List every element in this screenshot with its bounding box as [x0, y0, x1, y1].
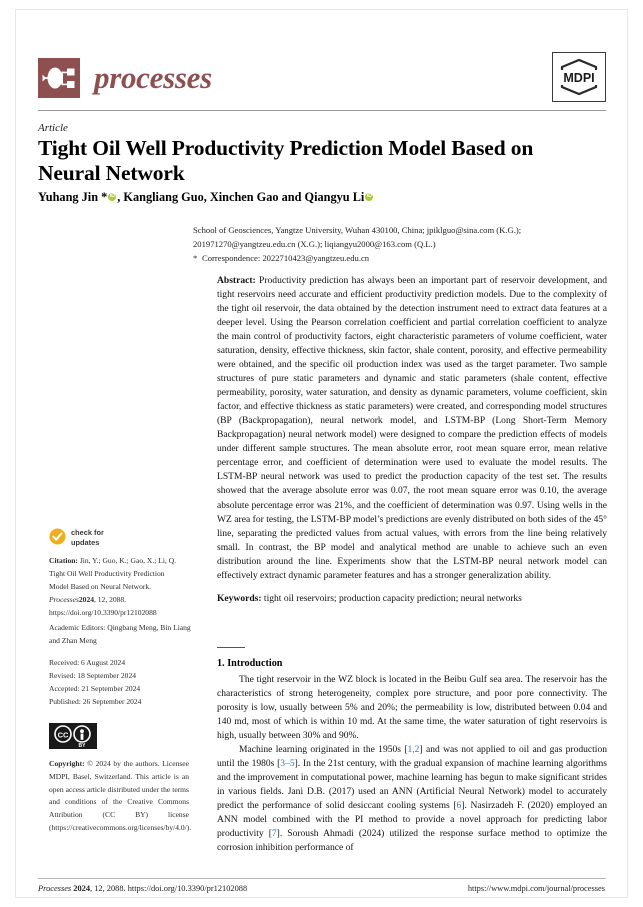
- section-divider: [217, 647, 245, 648]
- citation-link-4[interactable]: 7: [271, 827, 277, 839]
- check-for-updates-label: check for updates: [71, 528, 104, 548]
- footer-year: 2024: [73, 884, 91, 893]
- intro-p2-part-b: ] and was not applied to oil and gas pro…: [217, 743, 607, 769]
- publication-dates: Received: 6 August 2024 Revised: 18 Sept…: [49, 657, 192, 709]
- citation-text-b: , 12, 2088. https://doi.org/10.3390/pr12…: [49, 594, 157, 617]
- check-for-updates-badge[interactable]: check for updates: [49, 528, 199, 548]
- copyright-text: © 2024 by the authors. Licensee MDPI, Ba…: [49, 759, 192, 833]
- affiliation-line-1: School of Geosciences, Yangtze Universit…: [193, 225, 522, 235]
- article-type-label: Article: [38, 122, 68, 134]
- introduction-body: The tight reservoir in the WZ block is l…: [217, 673, 607, 855]
- abstract-section: Abstract: Productivity prediction has al…: [217, 274, 607, 615]
- introduction-paragraph-1: The tight reservoir in the WZ block is l…: [217, 674, 607, 741]
- footer-journal-url[interactable]: https://www.mdpi.com/journal/processes: [467, 884, 605, 893]
- orcid-icon[interactable]: [365, 192, 374, 201]
- affiliation-block: School of Geosciences, Yangtze Universit…: [193, 224, 608, 266]
- svg-text:BY: BY: [79, 743, 87, 749]
- header-divider: [38, 110, 606, 111]
- check-circle-icon: [49, 528, 66, 545]
- orcid-icon[interactable]: [108, 192, 117, 201]
- citation-link-2[interactable]: 3–5: [280, 757, 295, 769]
- introduction-paragraph-2: Machine learning originated in the 1950s…: [217, 743, 607, 855]
- academic-editors: Academic Editors: Qingbang Meng, Bin Lia…: [49, 623, 191, 645]
- citation-block: Citation: Jin, Y.; Guo, K.; Gao, X.; Li,…: [49, 555, 186, 620]
- mdpi-publisher-logo: MDPI: [552, 52, 606, 102]
- abstract-text: Productivity prediction has always been …: [217, 275, 607, 581]
- keywords-label: Keywords:: [217, 592, 262, 604]
- citation-year: 2024: [78, 594, 94, 604]
- section-heading-introduction: 1. Introduction: [217, 658, 283, 669]
- correspondence-text: Correspondence: 2022710423@yangtzeu.edu.…: [202, 252, 370, 263]
- journal-title: processes: [94, 60, 212, 95]
- author-list: Yuhang Jin * , Kangliang Guo, Xinchen Gao…: [38, 190, 598, 205]
- date-published: Published: 26 September 2024: [49, 696, 142, 706]
- intro-p2-part-d: ]. Nasirzadeh F. (2020) employed an ANN …: [217, 799, 607, 839]
- svg-text:MDPI: MDPI: [563, 71, 594, 85]
- intro-p2-part-c: ]. In the 21st century, with the gradual…: [217, 757, 607, 811]
- correspondence-marker: *: [193, 252, 198, 263]
- date-received: Received: 6 August 2024: [49, 658, 126, 667]
- correspondence-line: * Correspondence: 2022710423@yangtzeu.edu…: [193, 252, 608, 266]
- copyright-block: Copyright: © 2024 by the authors. Licens…: [49, 758, 192, 835]
- intro-p2-part-a: Machine learning originated in the 1950s…: [239, 743, 408, 755]
- abstract-paragraph: Abstract: Productivity prediction has al…: [217, 274, 607, 583]
- intro-p2-part-e: ]. Soroush Ahmadi (2024) utilized the re…: [217, 827, 607, 853]
- svg-text:CC: CC: [58, 731, 69, 740]
- citation-label: Citation:: [49, 556, 78, 565]
- journal-header: processes MDPI: [38, 48, 606, 106]
- keywords-text: tight oil reservoirs; production capacit…: [261, 592, 522, 604]
- keywords-paragraph: Keywords: tight oil reservoirs; producti…: [217, 592, 607, 606]
- paper-sheet: processes MDPI Article Tight Oil Well Pr…: [16, 10, 627, 897]
- author-rest: , Kangliang Guo, Xinchen Gao and Qiangyu…: [117, 190, 365, 204]
- page-title: Tight Oil Well Productivity Prediction M…: [38, 136, 534, 186]
- author-first: Yuhang Jin *: [38, 190, 108, 204]
- footer-volume-page: , 12, 2088. https://doi.org/10.3390/pr12…: [90, 884, 248, 893]
- affiliation-line-2: 201971270@yangtzeu.edu.cn (X.G.); liqian…: [193, 238, 436, 249]
- check-updates-line-2: updates: [71, 537, 100, 547]
- copyright-label: Copyright:: [49, 759, 85, 768]
- citation-link-1[interactable]: 1,2: [407, 743, 420, 755]
- check-updates-line-1: check for: [71, 528, 104, 537]
- footer-divider: [38, 878, 606, 879]
- creative-commons-icon[interactable]: CC BY: [49, 723, 97, 749]
- abstract-label: Abstract:: [217, 275, 256, 286]
- citation-link-3[interactable]: 6: [456, 799, 462, 811]
- footer-citation: Processes 2024, 12, 2088. https://doi.or…: [38, 884, 247, 893]
- date-accepted: Accepted: 21 September 2024: [49, 683, 141, 693]
- date-revised: Revised: 18 September 2024: [49, 670, 136, 680]
- citation-journal: Processes: [49, 594, 79, 604]
- footer-journal: Processes: [38, 884, 72, 893]
- citation-text-a: Jin, Y.; Guo, K.; Gao, X.; Li, Q. Tight …: [49, 556, 177, 591]
- processes-logo-icon: [38, 58, 80, 98]
